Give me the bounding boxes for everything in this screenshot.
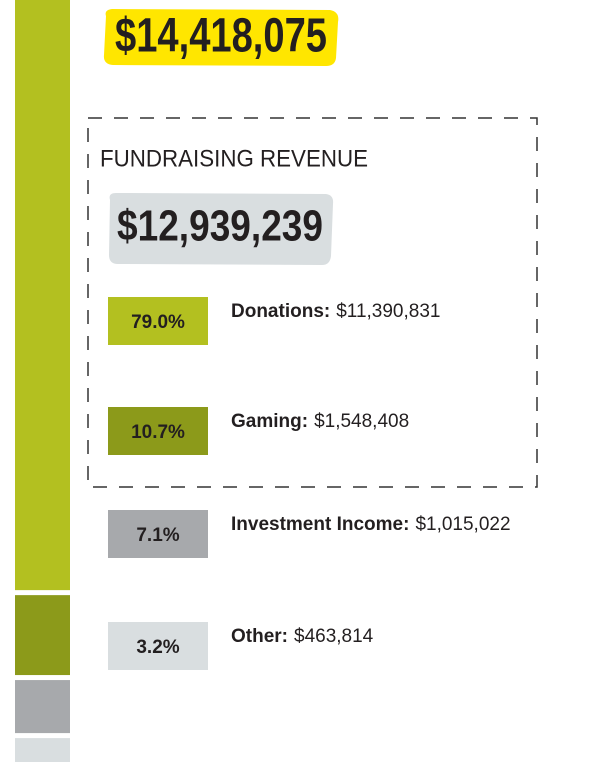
bar-segment [15, 0, 70, 591]
percent-box [108, 297, 208, 345]
category-row: Gaming: $1,548,408 [231, 411, 409, 432]
percent-label: 10.7% [131, 422, 185, 443]
category-row: Investment Income: $1,015,022 [231, 514, 511, 535]
bar-segment [15, 738, 70, 762]
percent-box [108, 510, 208, 558]
category-name: Gaming: [231, 411, 308, 432]
bar-segment [15, 680, 70, 734]
percent-label: 7.1% [136, 525, 179, 546]
category-name: Donations: [231, 301, 330, 322]
category-name: Investment Income: [231, 514, 409, 535]
category-row: Donations: $11,390,831 [231, 301, 440, 322]
fundraising-box [87, 117, 538, 488]
category-amount: $11,390,831 [336, 301, 440, 322]
percent-box [108, 622, 208, 670]
category-amount: $1,548,408 [314, 411, 409, 432]
category-amount: $1,015,022 [415, 514, 510, 535]
percent-label: 3.2% [136, 637, 179, 658]
grand-total: $14,418,075 [115, 10, 327, 63]
category-amount: $463,814 [294, 626, 374, 647]
bar-segment [15, 595, 70, 676]
total-highlight [103, 9, 339, 66]
category-name: Other: [231, 626, 288, 647]
percent-label: 79.0% [131, 312, 185, 333]
fundraising-total: $12,939,239 [117, 202, 323, 251]
fundraising-label: FUNDRAISING REVENUE [100, 145, 368, 172]
fundraising-highlight [109, 193, 334, 265]
category-row: Other: $463,814 [231, 626, 374, 647]
percent-box [108, 407, 208, 455]
